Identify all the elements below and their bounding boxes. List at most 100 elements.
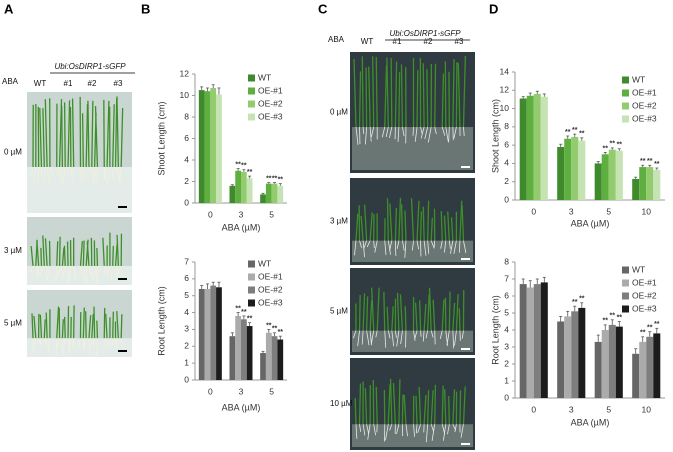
bar: [564, 138, 572, 200]
seedling: [361, 56, 364, 128]
root: [55, 265, 58, 284]
root: [434, 126, 437, 135]
significance-mark: **: [272, 175, 278, 182]
root: [463, 126, 465, 137]
legend-label: OE-#2: [632, 290, 657, 300]
seedling: [448, 291, 451, 331]
construct-label: Ubi:OsDIRP1-sGFP: [54, 62, 126, 71]
bar: [229, 336, 236, 380]
line-label: #2: [88, 79, 97, 88]
x-tick-label: 0: [531, 404, 536, 414]
x-axis-title: ABA (µM): [571, 417, 610, 427]
root: [359, 240, 362, 248]
scale-bar: [118, 278, 127, 280]
root: [373, 424, 377, 436]
root: [370, 330, 375, 345]
seedling: [441, 73, 445, 128]
seedling: [416, 70, 419, 128]
seedling: [116, 311, 120, 339]
root: [62, 265, 66, 280]
root: [447, 424, 450, 435]
x-tick-label: 5: [269, 386, 274, 396]
seedling: [416, 200, 420, 241]
significance-mark: **: [266, 175, 272, 182]
significance-mark: **: [235, 305, 241, 312]
y-tick-label: 4: [504, 158, 509, 168]
y-tick-label: 0: [504, 392, 509, 402]
scale-bar: [461, 258, 470, 260]
legend-label: OE-#3: [258, 111, 283, 121]
y-tick-label: 2: [504, 176, 509, 186]
seedling: [36, 240, 40, 267]
root: [440, 240, 443, 249]
legend-label: OE-#2: [632, 100, 657, 110]
bar: [608, 149, 616, 200]
seedling: [94, 106, 99, 168]
significance-mark: **: [565, 129, 571, 136]
significance-mark: **: [647, 325, 653, 332]
root: [381, 126, 386, 138]
root: [366, 240, 371, 248]
scale-bar: [461, 348, 470, 350]
dose-label: 0 µM: [330, 108, 348, 117]
root: [450, 240, 454, 254]
bar: [235, 170, 241, 203]
legend-swatch: [622, 279, 629, 287]
root: [80, 166, 82, 181]
root: [427, 240, 430, 254]
seedling: [42, 108, 45, 168]
seedling: [368, 66, 371, 128]
root: [115, 265, 117, 277]
significance-mark: **: [579, 296, 585, 303]
seedling: [61, 105, 64, 168]
significance-mark: **: [278, 329, 284, 336]
root: [414, 330, 418, 339]
legend-label: OE-#2: [258, 284, 283, 294]
seedling: [447, 211, 450, 241]
panel-letter: D: [489, 1, 498, 16]
bar: [533, 284, 541, 398]
seedling: [426, 390, 430, 425]
seedling: [386, 57, 389, 128]
seedling: [426, 294, 430, 331]
legend-label: OE-#1: [258, 271, 283, 281]
seedling: [434, 384, 437, 425]
seedling: [383, 291, 386, 331]
y-tick-label: 4: [184, 307, 189, 317]
legend-label: OE-#2: [258, 98, 283, 108]
root: [463, 240, 467, 254]
root: [40, 338, 42, 345]
seedling: [82, 307, 85, 339]
significance-mark: **: [247, 316, 253, 323]
seedling: [461, 205, 465, 241]
legend-label: WT: [632, 264, 645, 274]
bar: [557, 146, 565, 200]
root: [439, 330, 443, 339]
bar: [608, 324, 616, 398]
seedling: [114, 243, 118, 267]
root: [353, 330, 357, 339]
root: [73, 265, 77, 281]
y-tick-label: 14: [500, 66, 510, 76]
bar: [260, 353, 266, 380]
bar: [653, 333, 661, 398]
seedling: [63, 245, 66, 266]
root: [442, 424, 447, 441]
seedling: [430, 390, 434, 425]
root: [366, 424, 370, 434]
panel-letter: C: [318, 1, 328, 16]
seedling: [88, 315, 92, 339]
legend-label: WT: [632, 74, 645, 84]
seedling: [360, 215, 364, 241]
seedling: [444, 389, 447, 425]
seedling: [67, 100, 71, 168]
root: [394, 330, 397, 338]
seedling: [58, 236, 61, 266]
bar: [241, 171, 247, 203]
root: [96, 338, 98, 356]
root: [366, 330, 370, 346]
line-label: WT: [34, 79, 47, 88]
bar: [198, 90, 205, 203]
significance-mark: **: [640, 330, 646, 337]
seedling: [86, 241, 90, 267]
